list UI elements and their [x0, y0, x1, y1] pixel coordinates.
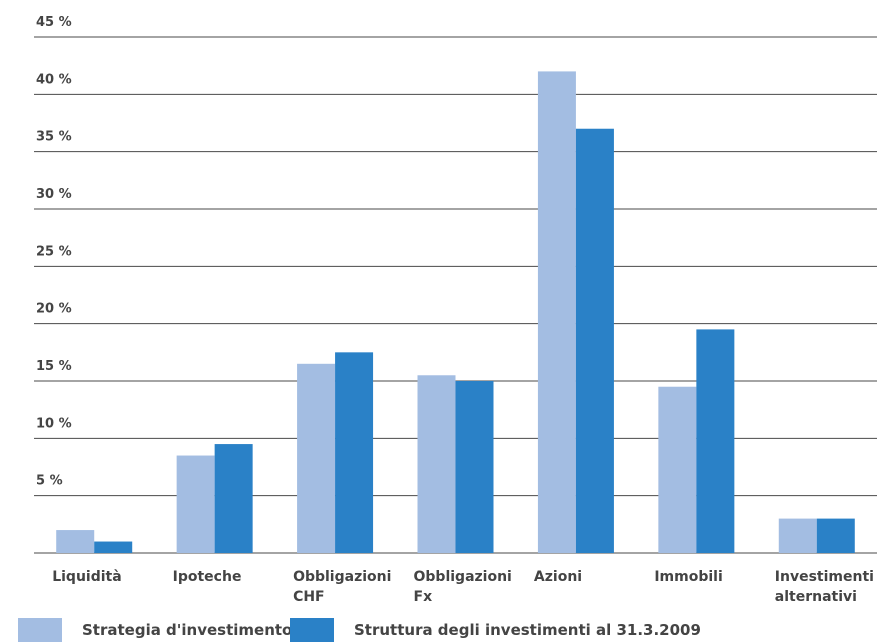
y-tick-label: 5 % — [36, 474, 63, 489]
legend-item-strategy: Strategia d'investimento — [18, 618, 292, 642]
bar-strategy — [658, 386, 697, 553]
x-tick-label: CHF — [293, 589, 325, 605]
bar-strategy — [297, 363, 336, 553]
bar-structure — [94, 541, 133, 553]
x-tick-label: Investimenti — [775, 569, 874, 585]
y-tick-label: 35 % — [36, 130, 72, 145]
bar-structure — [696, 329, 735, 553]
legend-swatch-structure — [290, 618, 334, 642]
y-tick-label: 45 % — [36, 15, 72, 30]
x-tick-label: Azioni — [534, 569, 582, 585]
x-tick-label: Obbligazioni — [293, 569, 391, 585]
bar-strategy — [56, 530, 95, 553]
bar-strategy — [417, 375, 456, 553]
x-tick-label: Fx — [414, 589, 433, 605]
y-tick-label: 40 % — [36, 72, 72, 87]
x-tick-label: Ipoteche — [173, 569, 242, 585]
bar-structure — [575, 128, 614, 553]
bar-strategy — [176, 455, 215, 553]
y-tick-label: 30 % — [36, 187, 72, 202]
x-tick-label: Liquidità — [52, 569, 121, 585]
x-tick-label: Immobili — [654, 569, 722, 585]
x-tick-label: Obbligazioni — [414, 569, 512, 585]
x-tick-label: alternativi — [775, 589, 857, 605]
bar-structure — [816, 518, 855, 553]
bar-structure — [335, 352, 374, 553]
bar-chart: 5 % 10 % 15 % 20 % 25 % 30 % 35 % 40 % 45 % Liqui… — [34, 15, 877, 605]
y-tick-label: 10 % — [36, 416, 72, 431]
legend-swatch-strategy — [18, 618, 62, 642]
y-tick-label: 20 % — [36, 302, 72, 317]
legend: Strategia d'investimento Struttura degli… — [0, 612, 885, 644]
y-tick-label: 25 % — [36, 244, 72, 259]
bar-structure — [455, 381, 494, 553]
bar-strategy — [537, 71, 576, 554]
legend-label-strategy: Strategia d'investimento — [82, 621, 293, 639]
bar-structure — [214, 444, 253, 553]
legend-item-structure: Struttura degli investimenti al 31.3.200… — [290, 618, 701, 642]
legend-label-structure: Struttura degli investimenti al 31.3.200… — [354, 621, 701, 639]
bar-strategy — [778, 518, 817, 553]
y-tick-label: 15 % — [36, 359, 72, 374]
